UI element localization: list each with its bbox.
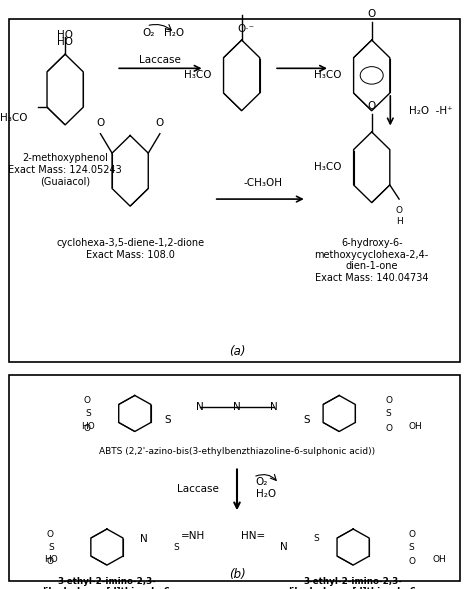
Text: O: O	[84, 396, 91, 405]
Text: H₃CO: H₃CO	[314, 71, 341, 80]
Text: ABTS (2,2'-azino-bis(3-ethylbenzthiazoline-6-sulphonic acid)): ABTS (2,2'-azino-bis(3-ethylbenzthiazoli…	[99, 447, 375, 456]
Text: O: O	[46, 557, 54, 567]
Text: N: N	[280, 542, 287, 552]
Text: Laccase: Laccase	[176, 484, 219, 494]
Text: O
H: O H	[396, 206, 402, 226]
Text: 3-ethyl-2-imino-2,3-
dihydrobenzo[d]thiazole-6-
sulfonic acid
Molecular Weight: : 3-ethyl-2-imino-2,3- dihydrobenzo[d]thia…	[40, 577, 174, 589]
Text: Laccase: Laccase	[139, 55, 181, 65]
Text: S: S	[303, 415, 310, 425]
FancyBboxPatch shape	[9, 375, 460, 581]
Text: S: S	[85, 409, 91, 418]
Text: O: O	[409, 557, 416, 567]
Text: O·⁻: O·⁻	[238, 25, 255, 34]
Text: HO: HO	[44, 555, 58, 564]
Text: O: O	[84, 424, 91, 433]
Text: (b): (b)	[228, 568, 246, 581]
Text: cyclohexa-3,5-diene-1,2-dione
Exact Mass: 108.0: cyclohexa-3,5-diene-1,2-dione Exact Mass…	[56, 238, 204, 260]
Text: H₃CO: H₃CO	[0, 113, 28, 123]
Text: N: N	[233, 402, 241, 412]
Text: H₂O: H₂O	[164, 28, 184, 38]
Text: H₂O  -H⁺: H₂O -H⁺	[409, 106, 453, 115]
Text: O: O	[46, 530, 54, 539]
Text: S: S	[164, 415, 171, 425]
Text: O: O	[409, 530, 416, 539]
Text: S: S	[313, 534, 319, 543]
Text: HN=: HN=	[241, 531, 265, 541]
Text: O: O	[96, 118, 105, 128]
Text: HO: HO	[57, 30, 73, 40]
Text: S: S	[386, 409, 392, 418]
Text: O: O	[367, 101, 376, 111]
Text: 6-hydroxy-6-
methoxycyclohexa-2,4-
dien-1-one
Exact Mass: 140.04734: 6-hydroxy-6- methoxycyclohexa-2,4- dien-…	[315, 238, 429, 283]
Text: OH: OH	[432, 555, 446, 564]
Text: HO: HO	[57, 37, 73, 47]
Text: O: O	[367, 9, 376, 19]
Text: (a): (a)	[229, 345, 245, 358]
Text: O: O	[386, 396, 392, 405]
Text: H₃CO: H₃CO	[314, 163, 342, 172]
Text: O₂: O₂	[255, 478, 268, 487]
Text: N: N	[270, 402, 278, 412]
Text: S: S	[174, 542, 180, 551]
Text: OH: OH	[409, 422, 423, 431]
Text: S: S	[409, 542, 415, 551]
Text: N: N	[140, 534, 148, 544]
Text: O: O	[156, 118, 164, 128]
Text: 3-ethyl-2-imino-2,3-
dihydrobenzo[d]thiazole-6-
sulfonic acid
Molecular Weight: : 3-ethyl-2-imino-2,3- dihydrobenzo[d]thia…	[286, 577, 420, 589]
Text: =NH: =NH	[181, 531, 206, 541]
Text: H₃CO: H₃CO	[184, 71, 211, 80]
Text: H₂O: H₂O	[255, 489, 276, 499]
Text: HO: HO	[82, 422, 95, 431]
Text: O₂: O₂	[143, 28, 155, 38]
Text: -CH₃OH: -CH₃OH	[243, 178, 282, 188]
Text: S: S	[48, 542, 54, 551]
FancyBboxPatch shape	[9, 19, 460, 362]
Text: O: O	[386, 424, 392, 433]
Text: 2-methoxyphenol
Exact Mass: 124.05243
(Guaiacol): 2-methoxyphenol Exact Mass: 124.05243 (G…	[8, 153, 122, 186]
Text: N: N	[196, 402, 204, 412]
